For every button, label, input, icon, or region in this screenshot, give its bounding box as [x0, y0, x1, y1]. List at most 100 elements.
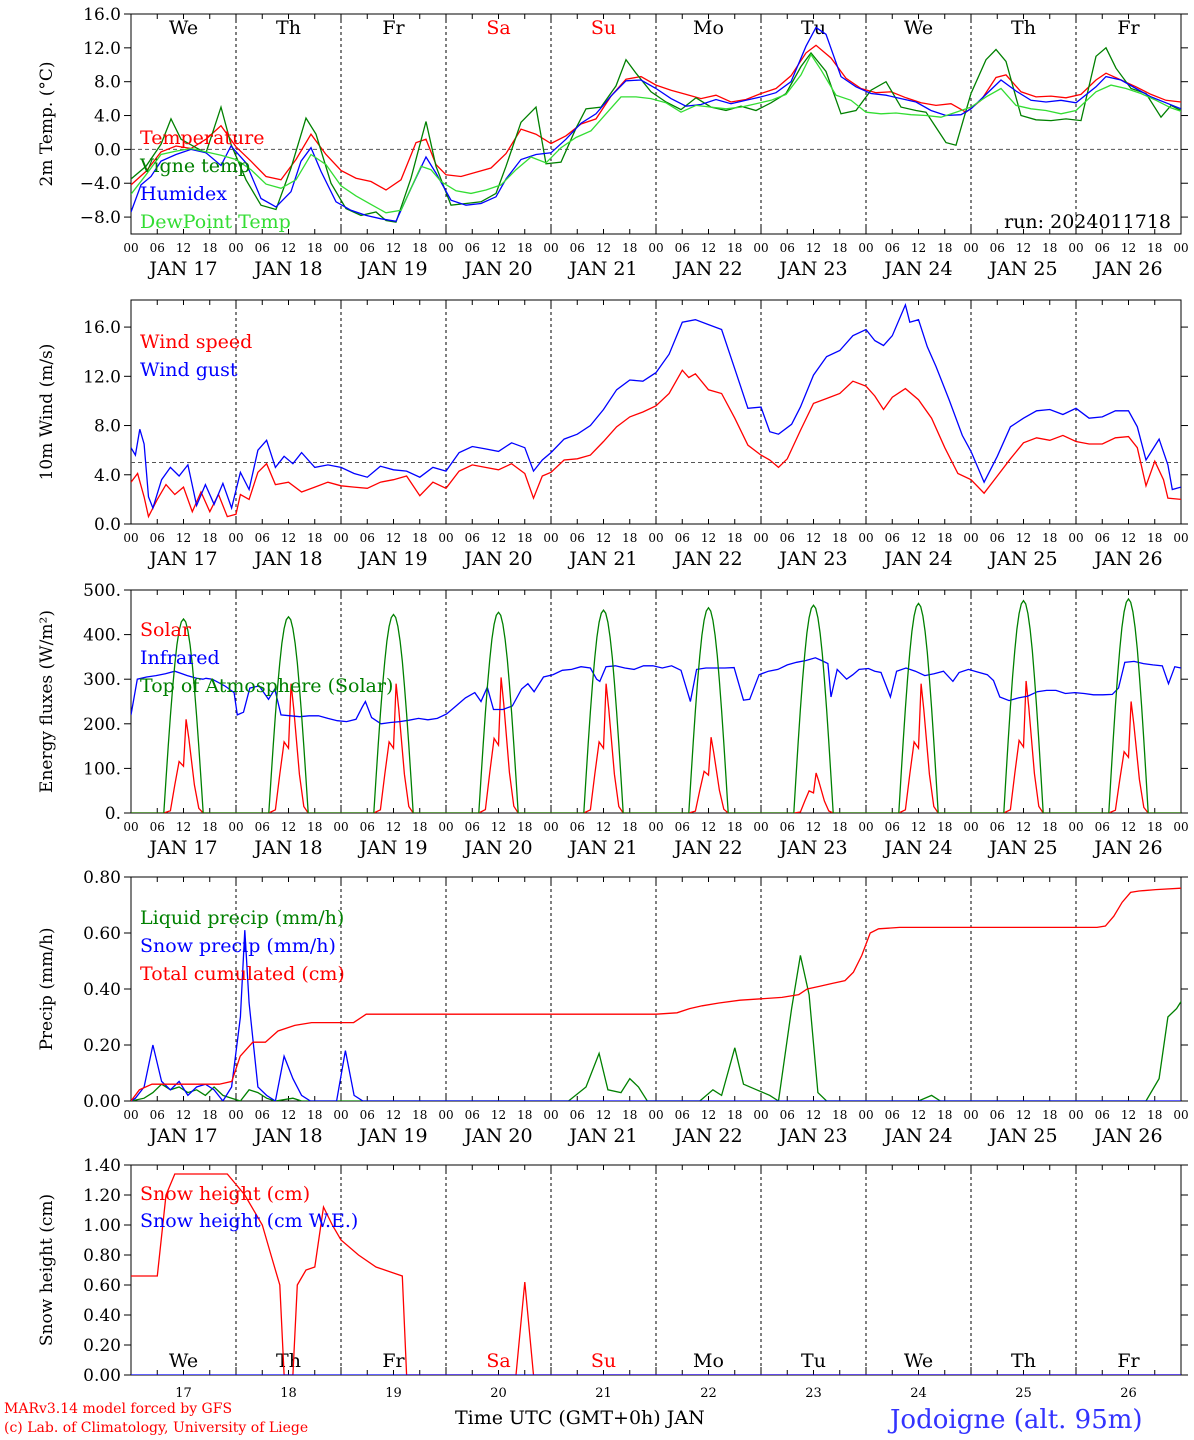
hour-tick-label: 00 [543, 1108, 558, 1122]
legend-entry: Infrared [140, 647, 220, 669]
hour-tick-label: 18 [307, 1108, 322, 1122]
series-line-temperature [131, 44, 1181, 191]
hour-tick-label: 00 [1068, 531, 1083, 545]
hour-tick-label: 00 [228, 241, 243, 255]
hour-tick-label: 12 [1121, 531, 1136, 545]
hour-tick-label: 06 [1095, 531, 1110, 545]
hour-tick-label: 12 [596, 820, 611, 834]
weekday-label: Sa [486, 17, 510, 39]
hour-tick-label: 00 [1173, 531, 1188, 545]
weekday-label: We [904, 1350, 933, 1372]
date-label: JAN 26 [1092, 1125, 1162, 1147]
hour-tick-label: 00 [438, 241, 453, 255]
hour-tick-label: 18 [937, 241, 952, 255]
panel-1: −8.0 −4.0 0.0 4.0 8.0 12.0 16.0 2m Temp. (°C) We… [37, 5, 1189, 280]
hour-tick-label: 00 [1068, 241, 1083, 255]
hour-tick-label: 12 [176, 1108, 191, 1122]
hour-tick-label: 18 [622, 531, 637, 545]
hour-tick-label: 00 [1068, 1108, 1083, 1122]
hour-tick-label: 06 [255, 241, 270, 255]
hour-tick-label: 18 [412, 820, 427, 834]
y-tick-label: 8.0 [94, 73, 121, 93]
hour-tick-label: 00 [858, 531, 873, 545]
hour-tick-label: 00 [228, 1108, 243, 1122]
hour-tick-label: 12 [281, 531, 296, 545]
weekday-label: Mo [693, 1350, 724, 1372]
date-label: JAN 21 [567, 837, 637, 859]
hour-tick-label: 12 [176, 820, 191, 834]
hour-tick-label: 18 [307, 820, 322, 834]
y-tick-label: −8.0 [80, 208, 121, 228]
hour-tick-label: 00 [1068, 820, 1083, 834]
hour-tick-label: 18 [1042, 1108, 1057, 1122]
y-tick-label: 1.20 [83, 1186, 121, 1206]
y-tick-label: 0.0 [94, 140, 121, 160]
day-number-label: 18 [280, 1386, 297, 1401]
hour-tick-label: 00 [858, 241, 873, 255]
hour-tick-label: 18 [517, 820, 532, 834]
hour-tick-label: 12 [176, 241, 191, 255]
hour-tick-label: 00 [438, 820, 453, 834]
hour-tick-label: 00 [123, 1108, 138, 1122]
y-axis-label: Precip (mm/h) [37, 927, 57, 1050]
date-label: JAN 19 [357, 837, 427, 859]
y-axis-label: Snow height (cm) [37, 1194, 57, 1346]
hour-tick-label: 18 [622, 820, 637, 834]
hour-tick-label: 06 [465, 820, 480, 834]
y-tick-label: 0.60 [83, 1276, 121, 1296]
hour-tick-label: 12 [596, 531, 611, 545]
hour-tick-label: 12 [386, 1108, 401, 1122]
y-tick-label: 0.20 [83, 1036, 121, 1056]
hour-tick-label: 00 [963, 241, 978, 255]
hour-tick-label: 18 [832, 241, 847, 255]
hour-tick-label: 18 [517, 1108, 532, 1122]
hour-tick-label: 06 [570, 820, 585, 834]
date-label: JAN 23 [777, 837, 847, 859]
y-tick-label: 200. [83, 715, 121, 735]
hour-tick-label: 12 [491, 531, 506, 545]
day-number-label: 20 [490, 1386, 507, 1401]
hour-tick-label: 18 [937, 531, 952, 545]
plot-frame [130, 589, 1182, 814]
date-label: JAN 25 [987, 548, 1057, 570]
legend-entry: Snow height (cm W.E.) [140, 1210, 358, 1232]
hour-tick-label: 12 [806, 531, 821, 545]
series-line-wind-speed [131, 369, 1181, 519]
hour-tick-label: 18 [307, 241, 322, 255]
date-label: JAN 21 [567, 258, 637, 280]
plot-frame [130, 299, 1182, 525]
hour-tick-label: 18 [1042, 531, 1057, 545]
hour-tick-label: 12 [911, 1108, 926, 1122]
series-line-snow-height-cm [131, 1173, 1181, 1375]
hour-tick-label: 18 [727, 820, 742, 834]
station-title: Jodoigne (alt. 95m) [887, 1405, 1143, 1435]
hour-tick-label: 18 [937, 1108, 952, 1122]
hour-tick-label: 00 [543, 241, 558, 255]
hour-tick-label: 18 [517, 241, 532, 255]
weekday-label: Mo [693, 17, 724, 39]
hour-tick-label: 00 [123, 531, 138, 545]
hour-tick-label: 00 [543, 820, 558, 834]
date-label: JAN 26 [1092, 837, 1162, 859]
y-tick-label: 0.40 [83, 980, 121, 1000]
lab-credit: (c) Lab. of Climatology, University of L… [4, 1420, 308, 1436]
hour-tick-label: 00 [753, 820, 768, 834]
hour-tick-label: 12 [491, 1108, 506, 1122]
hour-tick-label: 12 [1016, 1108, 1031, 1122]
meteogram-panels: −8.0 −4.0 0.0 4.0 8.0 12.0 16.0 2m Temp. (°C) We… [37, 5, 1189, 1401]
hour-tick-label: 12 [281, 1108, 296, 1122]
y-tick-label: 4.0 [94, 107, 121, 127]
date-label: JAN 18 [252, 1125, 322, 1147]
hour-tick-label: 18 [622, 1108, 637, 1122]
y-tick-label: 1.40 [83, 1156, 121, 1176]
hour-tick-label: 18 [622, 241, 637, 255]
hour-tick-label: 06 [780, 1108, 795, 1122]
run-label: run: 2024011718 [1004, 211, 1171, 233]
y-tick-label: 500. [83, 581, 121, 601]
hour-tick-label: 12 [281, 241, 296, 255]
hour-tick-label: 12 [911, 531, 926, 545]
weekday-label: We [169, 1350, 198, 1372]
hour-tick-label: 00 [858, 1108, 873, 1122]
hour-tick-label: 06 [675, 531, 690, 545]
